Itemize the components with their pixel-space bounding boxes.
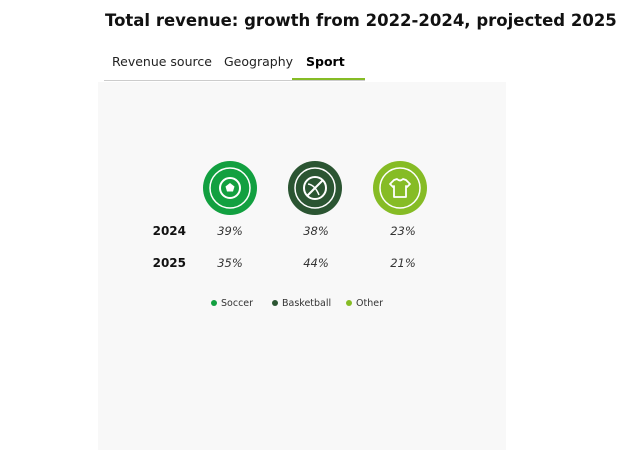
tab-active[interactable]: Sport xyxy=(306,54,345,69)
legend-item: Soccer xyxy=(211,298,253,309)
soccer-icon xyxy=(203,161,257,215)
legend-item: Other xyxy=(346,298,383,309)
cell: 38% xyxy=(303,224,329,238)
title: Total revenue: growth from 2022-2024, pr… xyxy=(105,11,617,30)
legend-dot xyxy=(272,299,278,306)
tab-bar: Revenue source Geography Sport xyxy=(104,50,365,81)
tab[interactable]: Revenue source xyxy=(112,54,212,69)
cell: 44% xyxy=(303,256,329,270)
cell: 39% xyxy=(217,224,243,238)
cell: 21% xyxy=(390,256,416,270)
tab-underline xyxy=(292,78,365,80)
legend-dot xyxy=(211,299,217,306)
legend-item: Basketball xyxy=(272,298,331,309)
panel xyxy=(98,82,506,450)
tab[interactable]: Geography xyxy=(224,54,294,69)
legend-label: Soccer xyxy=(221,298,254,309)
legend-dot xyxy=(346,299,352,306)
other-icon xyxy=(373,161,427,215)
legend-label: Other xyxy=(356,298,383,309)
row-label: 2024 xyxy=(152,224,186,238)
legend-label: Basketball xyxy=(282,298,332,309)
cell: 23% xyxy=(390,224,416,238)
row-label: 2025 xyxy=(152,256,186,270)
basketball-icon xyxy=(288,161,342,215)
cell: 35% xyxy=(217,256,243,270)
